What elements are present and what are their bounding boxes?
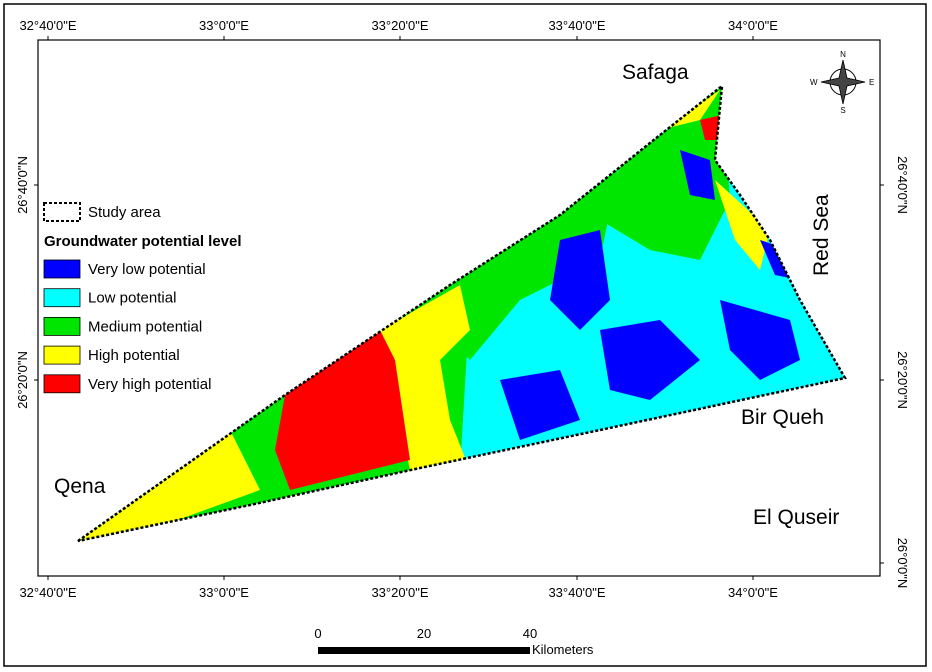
legend-classes: Very low potential Low potential Medium po… — [43, 259, 211, 394]
zone-very-high — [275, 330, 410, 490]
bottom-tick-label: 33°40'0"E — [548, 585, 605, 600]
bottom-tick-label: 34°0'0"E — [728, 585, 778, 600]
legend-swatch — [43, 259, 81, 279]
legend-swatch — [43, 316, 81, 336]
place-label: El Quseir — [753, 506, 839, 529]
scale-tick-label: 40 — [523, 626, 537, 641]
scale-bar — [318, 647, 530, 654]
zone-very-low — [550, 230, 610, 330]
zone-medium — [600, 86, 730, 260]
zone-high — [78, 430, 260, 541]
top-tick-label: 33°20'0"E — [371, 18, 428, 33]
scale-labels: 0 20 40 — [314, 626, 537, 641]
top-tick-label: 34°0'0"E — [728, 18, 778, 33]
legend-swatch — [43, 288, 81, 308]
left-tick-label: 26°20'0"N — [15, 351, 30, 409]
top-tick-label: 32°40'0"E — [19, 18, 76, 33]
legend-study-area-symbol — [43, 202, 81, 222]
left-tick-label: 26°40'0"N — [15, 156, 30, 214]
compass-n: N — [840, 50, 846, 59]
north-arrow: N E S W — [810, 50, 874, 115]
bottom-tick-label: 33°0'0"E — [199, 585, 249, 600]
zone-very-low — [500, 370, 580, 440]
place-label: Safaga — [622, 61, 689, 84]
right-tick-label: 26°0'0"N — [895, 538, 910, 589]
legend-study-area: Study area — [88, 204, 161, 221]
compass-s: S — [840, 106, 845, 115]
compass-star — [820, 59, 866, 105]
top-tick-label: 33°40'0"E — [548, 18, 605, 33]
compass-w: W — [810, 78, 818, 87]
right-tick-label: 26°20'0"N — [895, 351, 910, 409]
place-label: Qena — [54, 475, 106, 498]
study-area-outline — [77, 83, 847, 543]
scale-tick-label: 20 — [417, 626, 431, 641]
bottom-tick-label: 32°40'0"E — [19, 585, 76, 600]
legend-label: Low potential — [88, 290, 176, 307]
zone-very-low — [680, 150, 715, 200]
compass-e: E — [869, 78, 874, 87]
scale-unit: Kilometers — [532, 642, 594, 657]
zone-high — [715, 180, 770, 270]
legend-label: High potential — [88, 347, 180, 364]
legend-label: Medium potential — [88, 318, 202, 335]
place-label: Bir Queh — [741, 406, 824, 429]
bottom-tick-label: 33°20'0"E — [371, 585, 428, 600]
legend-swatch — [43, 374, 81, 394]
legend-title: Groundwater potential level — [44, 233, 242, 250]
legend-label: Very high potential — [88, 376, 211, 393]
place-label: Red Sea — [810, 194, 833, 276]
coordinate-ticks: 32°40'0"E 33°0'0"E 33°20'0"E 33°40'0"E 34°0'… — [15, 18, 910, 600]
top-tick-label: 33°0'0"E — [199, 18, 249, 33]
zone-very-low — [720, 300, 800, 380]
right-tick-label: 26°40'0"N — [895, 156, 910, 214]
scale-tick-label: 0 — [314, 626, 321, 641]
zone-very-low — [600, 320, 700, 400]
legend-label: Very low potential — [88, 261, 206, 278]
legend-swatch — [43, 345, 81, 365]
